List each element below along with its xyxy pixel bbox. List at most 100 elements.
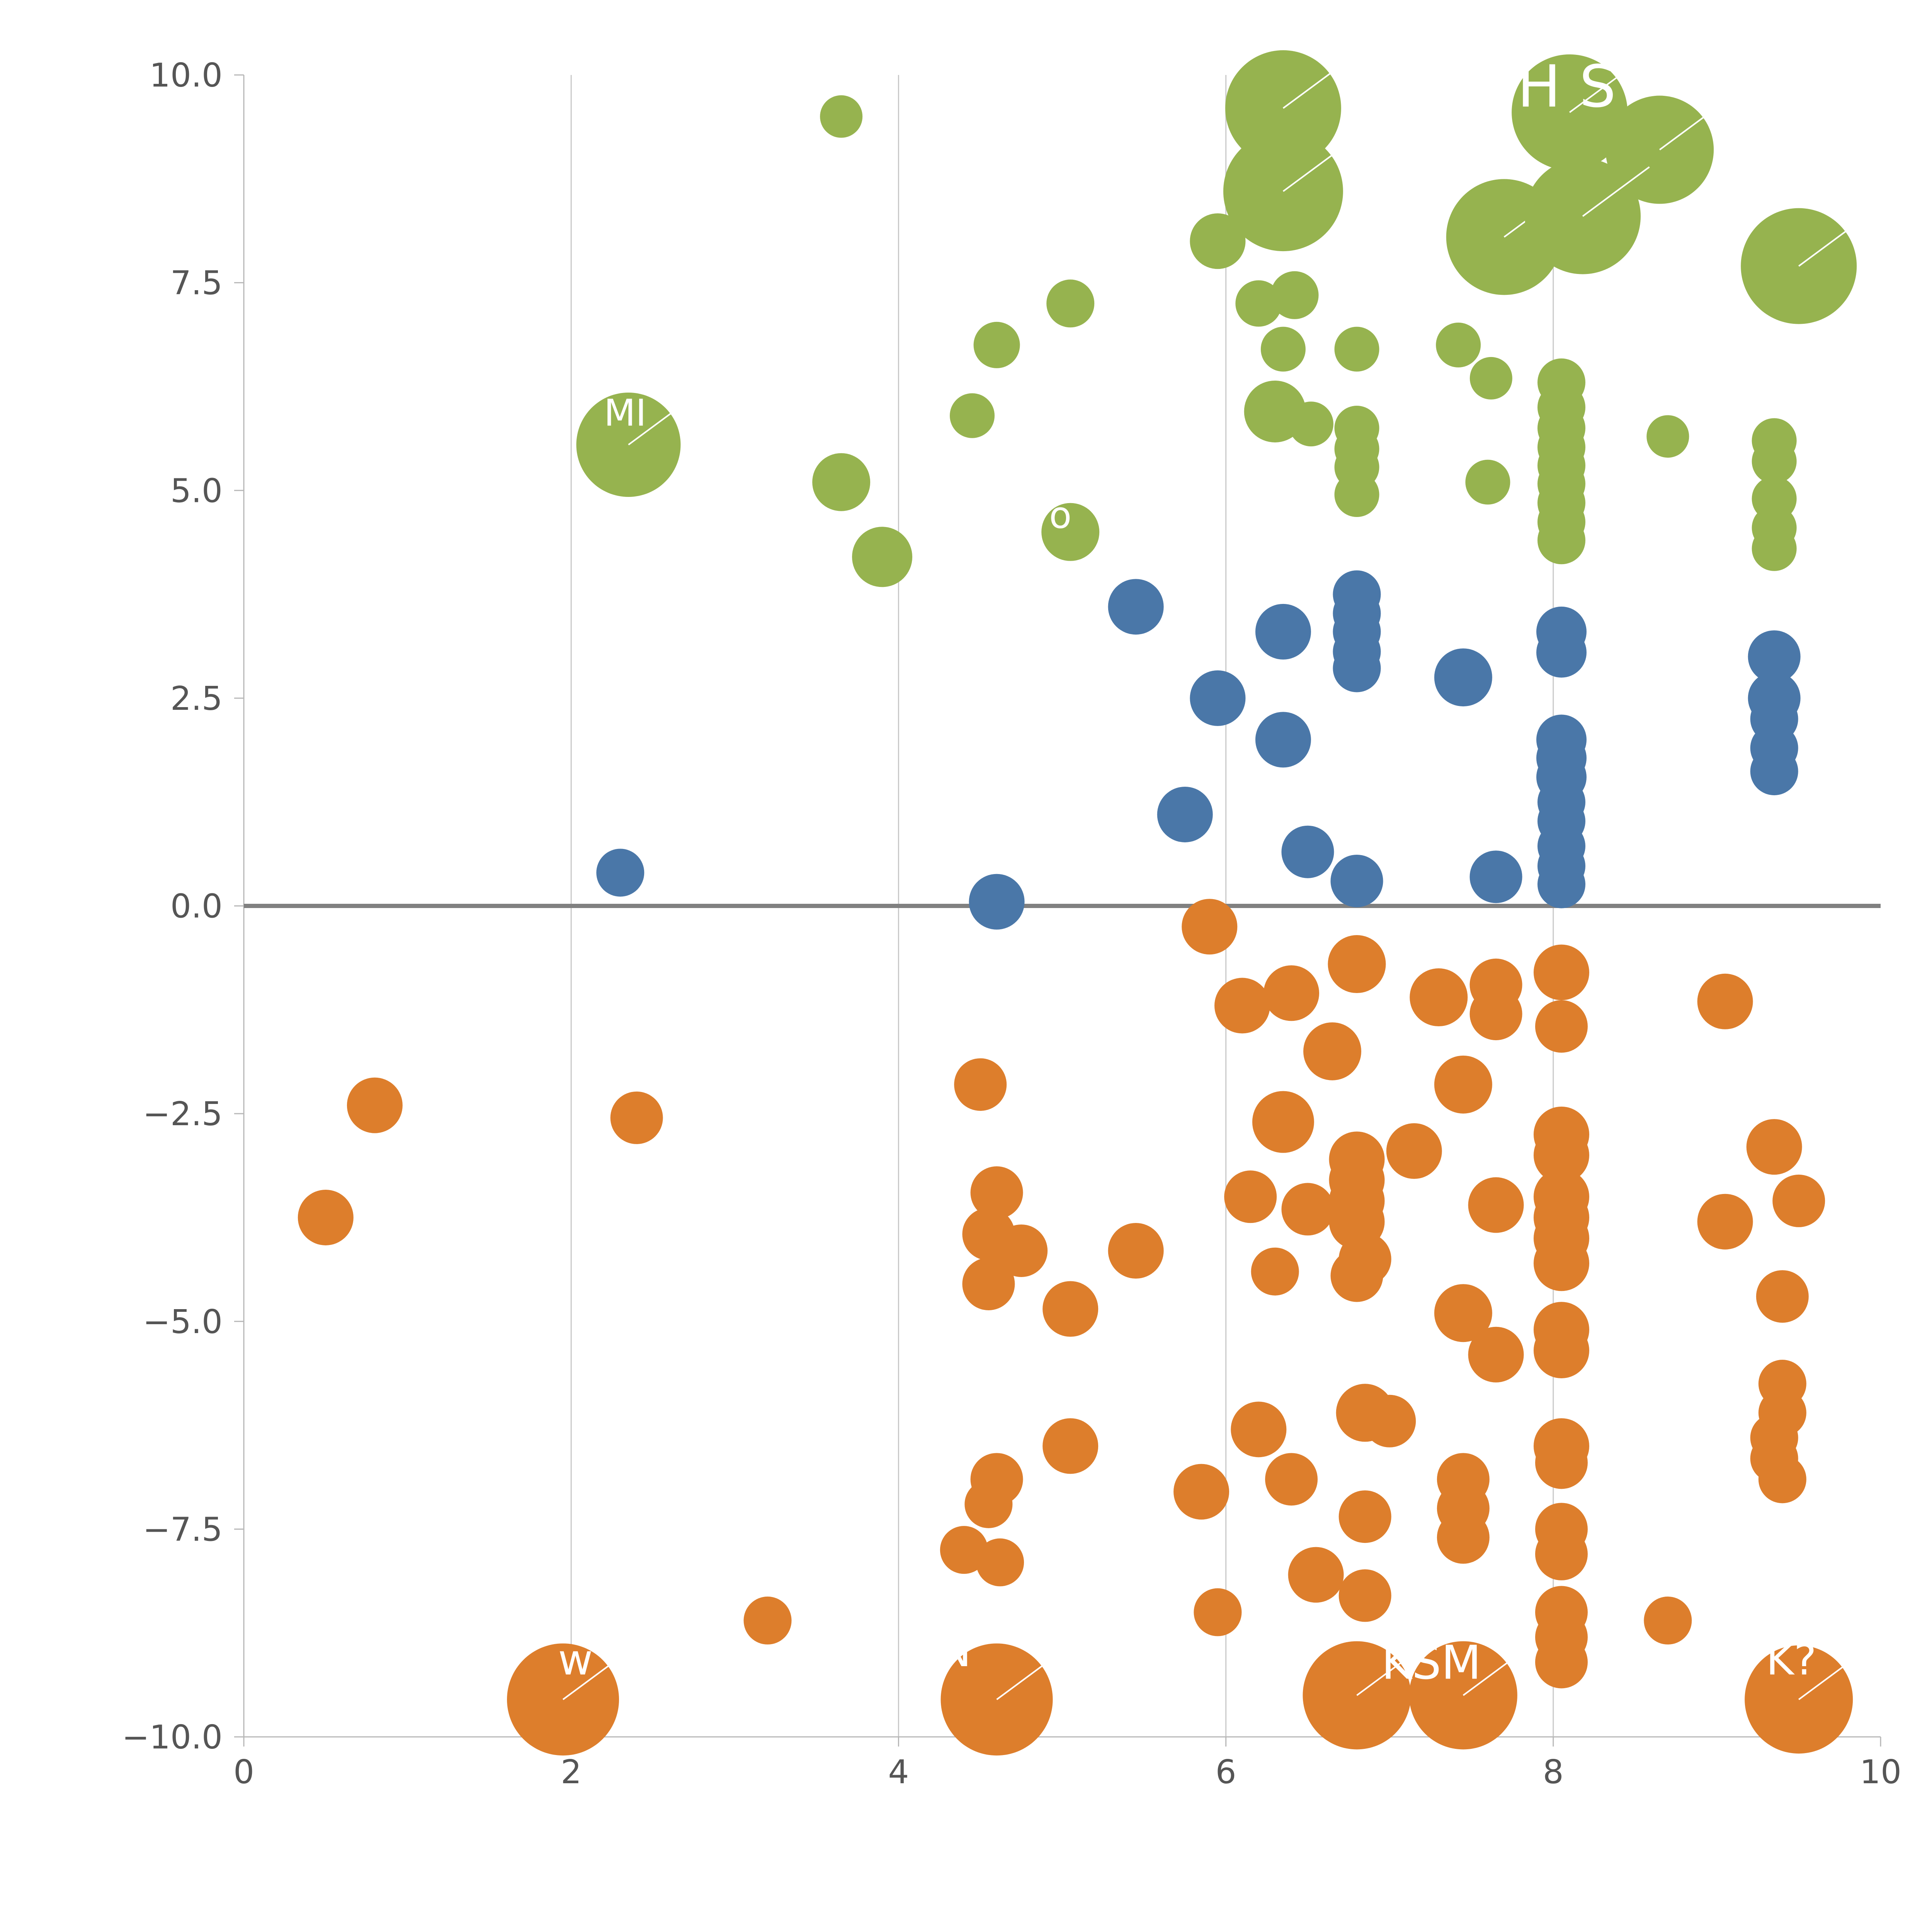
data-point-green-group [1260, 327, 1306, 372]
data-point-green-group [1469, 357, 1512, 400]
bubble-label: w [558, 1635, 593, 1685]
data-point-orange-group [1281, 1183, 1334, 1236]
data-point-orange-group [1410, 968, 1468, 1027]
data-point-blue-group [1333, 644, 1381, 692]
data-point-green-group [1752, 439, 1797, 484]
data-point-blue-group [1434, 648, 1492, 707]
data-point-green-group [1646, 415, 1689, 458]
leader-line [1659, 103, 1723, 151]
x-tick-label: 10 [1860, 1753, 1901, 1791]
data-point-orange-group [1303, 1022, 1361, 1080]
data-point-orange-group [1772, 1174, 1825, 1227]
data-point-orange-group [1697, 973, 1753, 1029]
data-point-green-group [1436, 322, 1481, 367]
bubble-label: N [939, 1627, 971, 1676]
data-point-orange-group [1328, 935, 1386, 993]
data-point-orange-group [1535, 1000, 1588, 1053]
data-point-orange-group [1437, 1511, 1490, 1564]
data-point-blue-group [1281, 825, 1334, 878]
data-point-green-group [1334, 472, 1379, 517]
leader-line [996, 1651, 1062, 1700]
data-point-blue-group [1108, 579, 1164, 635]
data-point-orange-group [954, 1058, 1007, 1111]
data-point-orange-group [1338, 1569, 1391, 1622]
data-point-orange-group [1756, 1270, 1809, 1323]
bubble-label: MI [604, 392, 646, 435]
data-point-orange-group [1758, 1455, 1806, 1503]
data-point-orange-group [976, 1538, 1024, 1587]
data-point-orange-group [1194, 1588, 1242, 1636]
data-point-orange-group [1330, 1249, 1383, 1302]
data-point-orange-group [1535, 1636, 1588, 1689]
data-point-blue-group [1190, 670, 1246, 726]
x-tick-label: 6 [1216, 1753, 1236, 1791]
y-tick-label: −5.0 [143, 1303, 223, 1341]
data-point-green-group [973, 321, 1020, 368]
y-tick-label: 0.0 [170, 888, 223, 926]
data-point-green-group [1465, 459, 1510, 505]
data-point-orange-group [1533, 944, 1589, 1000]
data-point-orange-group [962, 1257, 1015, 1310]
data-point-green-group [1041, 503, 1100, 561]
leader-line [1798, 1653, 1862, 1700]
data-point-orange-group [1697, 1194, 1753, 1250]
data-point-green-group [820, 95, 863, 138]
data-point-blue-group [1750, 747, 1798, 796]
data-point-orange-group [610, 1091, 663, 1144]
leader-line [1569, 62, 1637, 113]
data-point-orange-group [940, 1526, 988, 1574]
x-tick-label: 4 [888, 1753, 909, 1791]
data-point-blue-group [1157, 786, 1213, 842]
leader-line [1282, 139, 1353, 192]
data-point-orange-group [1468, 1177, 1524, 1233]
leader-line [628, 400, 689, 446]
y-tick-label: 7.5 [170, 264, 223, 303]
data-point-green-group [1334, 327, 1379, 372]
data-point-orange-group [1252, 1091, 1314, 1153]
data-point-green-group [1525, 158, 1641, 274]
data-point-orange-group [1434, 1055, 1492, 1114]
data-point-orange-group [1264, 965, 1320, 1021]
data-point-orange-group [1108, 1223, 1164, 1279]
data-point-orange-group [1468, 1327, 1524, 1383]
data-point-orange-group [1173, 1464, 1230, 1520]
y-tick-label: −7.5 [143, 1510, 223, 1549]
data-point-green-group [1288, 401, 1333, 447]
data-point-orange-group [1231, 1401, 1287, 1458]
data-point-green-group [1537, 516, 1585, 565]
data-point-orange-group [1182, 899, 1238, 955]
data-point-orange-group [743, 1596, 792, 1645]
data-point-green-group [1190, 213, 1246, 269]
data-point-orange-group [964, 1480, 1013, 1528]
data-point-orange-group [1644, 1596, 1692, 1645]
leader-line [1798, 216, 1866, 267]
data-point-green-group [950, 393, 995, 438]
data-point-blue-group [1255, 604, 1311, 660]
y-tick-label: −10.0 [122, 1718, 223, 1757]
data-point-orange-group [347, 1077, 403, 1133]
y-tick-label: 5.0 [170, 472, 223, 510]
data-point-blue-group [969, 874, 1025, 930]
data-point-orange-group [1746, 1119, 1802, 1175]
bubble-label: H S [1517, 53, 1616, 121]
data-point-green-group [852, 527, 913, 587]
data-point-green-group [1605, 95, 1714, 204]
leader-line [1282, 58, 1350, 109]
data-point-green-group [812, 453, 871, 511]
y-tick-label: −2.5 [143, 1095, 223, 1133]
data-point-blue-group [1536, 627, 1587, 678]
y-tick-label: 10.0 [150, 56, 223, 95]
data-point-orange-group [1535, 1527, 1588, 1580]
data-point-orange-group [1338, 1490, 1391, 1543]
data-point-orange-group [1469, 988, 1522, 1041]
data-point-blue-group [1537, 860, 1585, 908]
data-point-green-group [1752, 526, 1797, 571]
data-point-orange-group [1265, 1453, 1318, 1506]
data-point-orange-group [298, 1189, 354, 1245]
data-point-green-group [1235, 280, 1282, 327]
x-tick-label: 8 [1543, 1753, 1564, 1791]
data-point-orange-group [1535, 1436, 1588, 1489]
data-point-orange-group [1386, 1123, 1442, 1179]
data-point-orange-group [1533, 1235, 1589, 1291]
